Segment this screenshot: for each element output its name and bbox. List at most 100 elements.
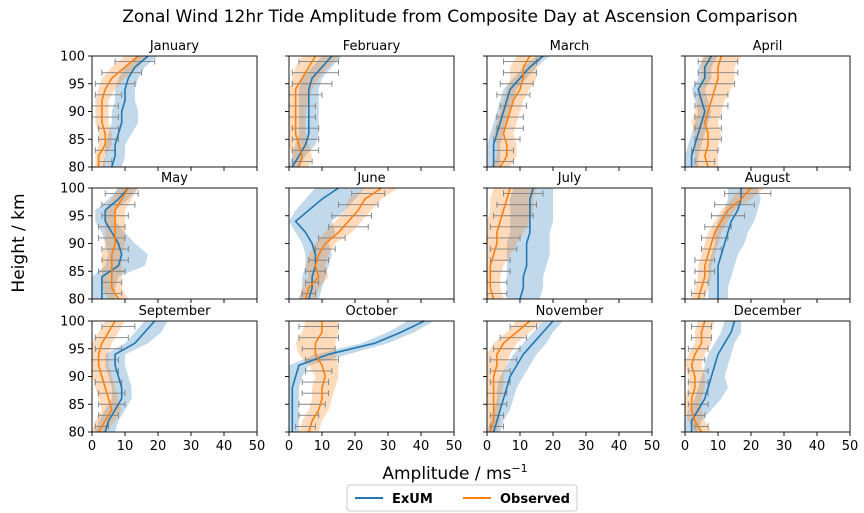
panel-july: July — [483, 171, 653, 303]
panel-title: June — [356, 171, 385, 186]
observation-error-bar — [301, 390, 330, 397]
exum-uncertainty-band — [685, 56, 718, 167]
observed-line — [697, 187, 752, 300]
observation-error-bar — [114, 58, 156, 65]
x-tick-label: 50 — [644, 439, 661, 454]
x-axis-label-exponent: −1 — [511, 462, 527, 475]
observation-error-bar — [98, 125, 119, 132]
y-tick-label: 95 — [68, 77, 85, 92]
x-tick-label: 40 — [611, 439, 628, 454]
observed-line — [489, 187, 511, 300]
observed-line — [294, 55, 317, 168]
y-tick-label: 85 — [68, 398, 85, 413]
exum-line — [291, 320, 425, 432]
y-tick-label: 95 — [68, 209, 85, 224]
legend-label-observed: Observed — [500, 492, 570, 507]
exum-line — [717, 188, 742, 299]
observation-error-bar — [710, 212, 745, 219]
y-tick-label: 80 — [68, 426, 85, 441]
x-tick-label: 20 — [545, 439, 562, 454]
panel-title: May — [161, 171, 188, 186]
observation-error-bar — [694, 158, 716, 165]
observation-error-bar — [499, 80, 534, 87]
panel-september: September 80 85 90 95 100 0 10 20 30 40 50 — [60, 304, 265, 454]
x-tick-label: 10 — [314, 439, 331, 454]
observation-error-bar — [331, 212, 372, 219]
observation-error-bar — [94, 379, 123, 386]
observation-error-bar — [694, 102, 729, 109]
x-tick-label: 20 — [347, 439, 364, 454]
observation-error-bar — [98, 136, 119, 143]
observed-line — [690, 320, 706, 433]
observation-error-bar — [503, 190, 544, 197]
observation-error-bar — [493, 345, 521, 352]
observation-error-bar — [496, 91, 531, 98]
observation-error-bar — [694, 114, 722, 121]
observation-error-bar — [308, 257, 330, 264]
observation-error-bar — [305, 356, 339, 363]
observed-line — [304, 187, 382, 300]
y-tick-label: 85 — [68, 265, 85, 280]
y-tick-label: 90 — [68, 370, 85, 385]
panel-may: May 80 85 90 95 100 — [60, 171, 258, 308]
x-tick-label: 40 — [216, 439, 233, 454]
panel-june: June — [285, 171, 455, 303]
observed-line — [499, 55, 531, 168]
x-tick-label: 30 — [183, 439, 200, 454]
observation-error-bar — [291, 125, 320, 132]
y-tick-label: 100 — [60, 182, 85, 197]
observation-error-bar — [691, 147, 719, 154]
panel-february: February — [285, 39, 455, 171]
exum-line — [690, 55, 713, 167]
y-tick-label: 100 — [60, 50, 85, 65]
legend-box — [346, 484, 578, 512]
x-tick-label: 10 — [512, 439, 529, 454]
observed-line — [703, 55, 723, 168]
panel-title: July — [557, 171, 582, 186]
exum-line — [690, 320, 736, 432]
observation-error-bar — [496, 125, 524, 132]
observation-error-bar — [694, 257, 716, 264]
observation-error-bar — [314, 246, 336, 253]
observation-error-bar — [104, 190, 139, 197]
observation-error-bar — [98, 390, 126, 397]
observation-error-bar — [499, 334, 528, 341]
observed-line — [308, 321, 327, 433]
observation-error-bar — [328, 223, 369, 230]
exum-line — [104, 320, 156, 433]
exum-line — [492, 320, 554, 433]
observation-error-bar — [305, 268, 326, 275]
observation-error-bar — [101, 257, 129, 264]
observation-error-bar — [101, 323, 136, 330]
observation-error-bar — [305, 367, 333, 374]
y-tick-label: 95 — [68, 342, 85, 357]
exum-line — [519, 187, 534, 300]
x-axis-label-main: Amplitude / ms — [382, 464, 511, 484]
observation-error-bar — [351, 190, 386, 197]
observation-error-bar — [701, 246, 722, 253]
y-tick-label: 90 — [68, 237, 85, 252]
observation-error-bar — [694, 423, 709, 430]
observation-error-bar — [724, 190, 772, 197]
y-tick-label: 90 — [68, 105, 85, 120]
y-axis-label: Height / km — [9, 193, 29, 292]
y-tick-label: 80 — [68, 161, 85, 176]
x-tick-label: 10 — [117, 439, 134, 454]
panel-january: January 80 85 90 95 100 — [60, 39, 258, 176]
panel-title: April — [753, 39, 783, 54]
observation-error-bar — [295, 423, 316, 430]
observation-error-bar — [98, 223, 126, 230]
legend: ExUM Observed — [346, 484, 578, 512]
exum-line — [101, 187, 129, 299]
observation-error-bar — [697, 58, 739, 65]
observation-error-bar — [687, 390, 709, 397]
y-tick-label: 100 — [60, 315, 85, 330]
observation-error-bar — [298, 58, 339, 65]
observation-error-bar — [503, 69, 537, 76]
x-tick-label: 30 — [380, 439, 397, 454]
x-tick-label: 40 — [413, 439, 430, 454]
panel-title: August — [745, 171, 791, 186]
observed-line — [97, 320, 116, 433]
